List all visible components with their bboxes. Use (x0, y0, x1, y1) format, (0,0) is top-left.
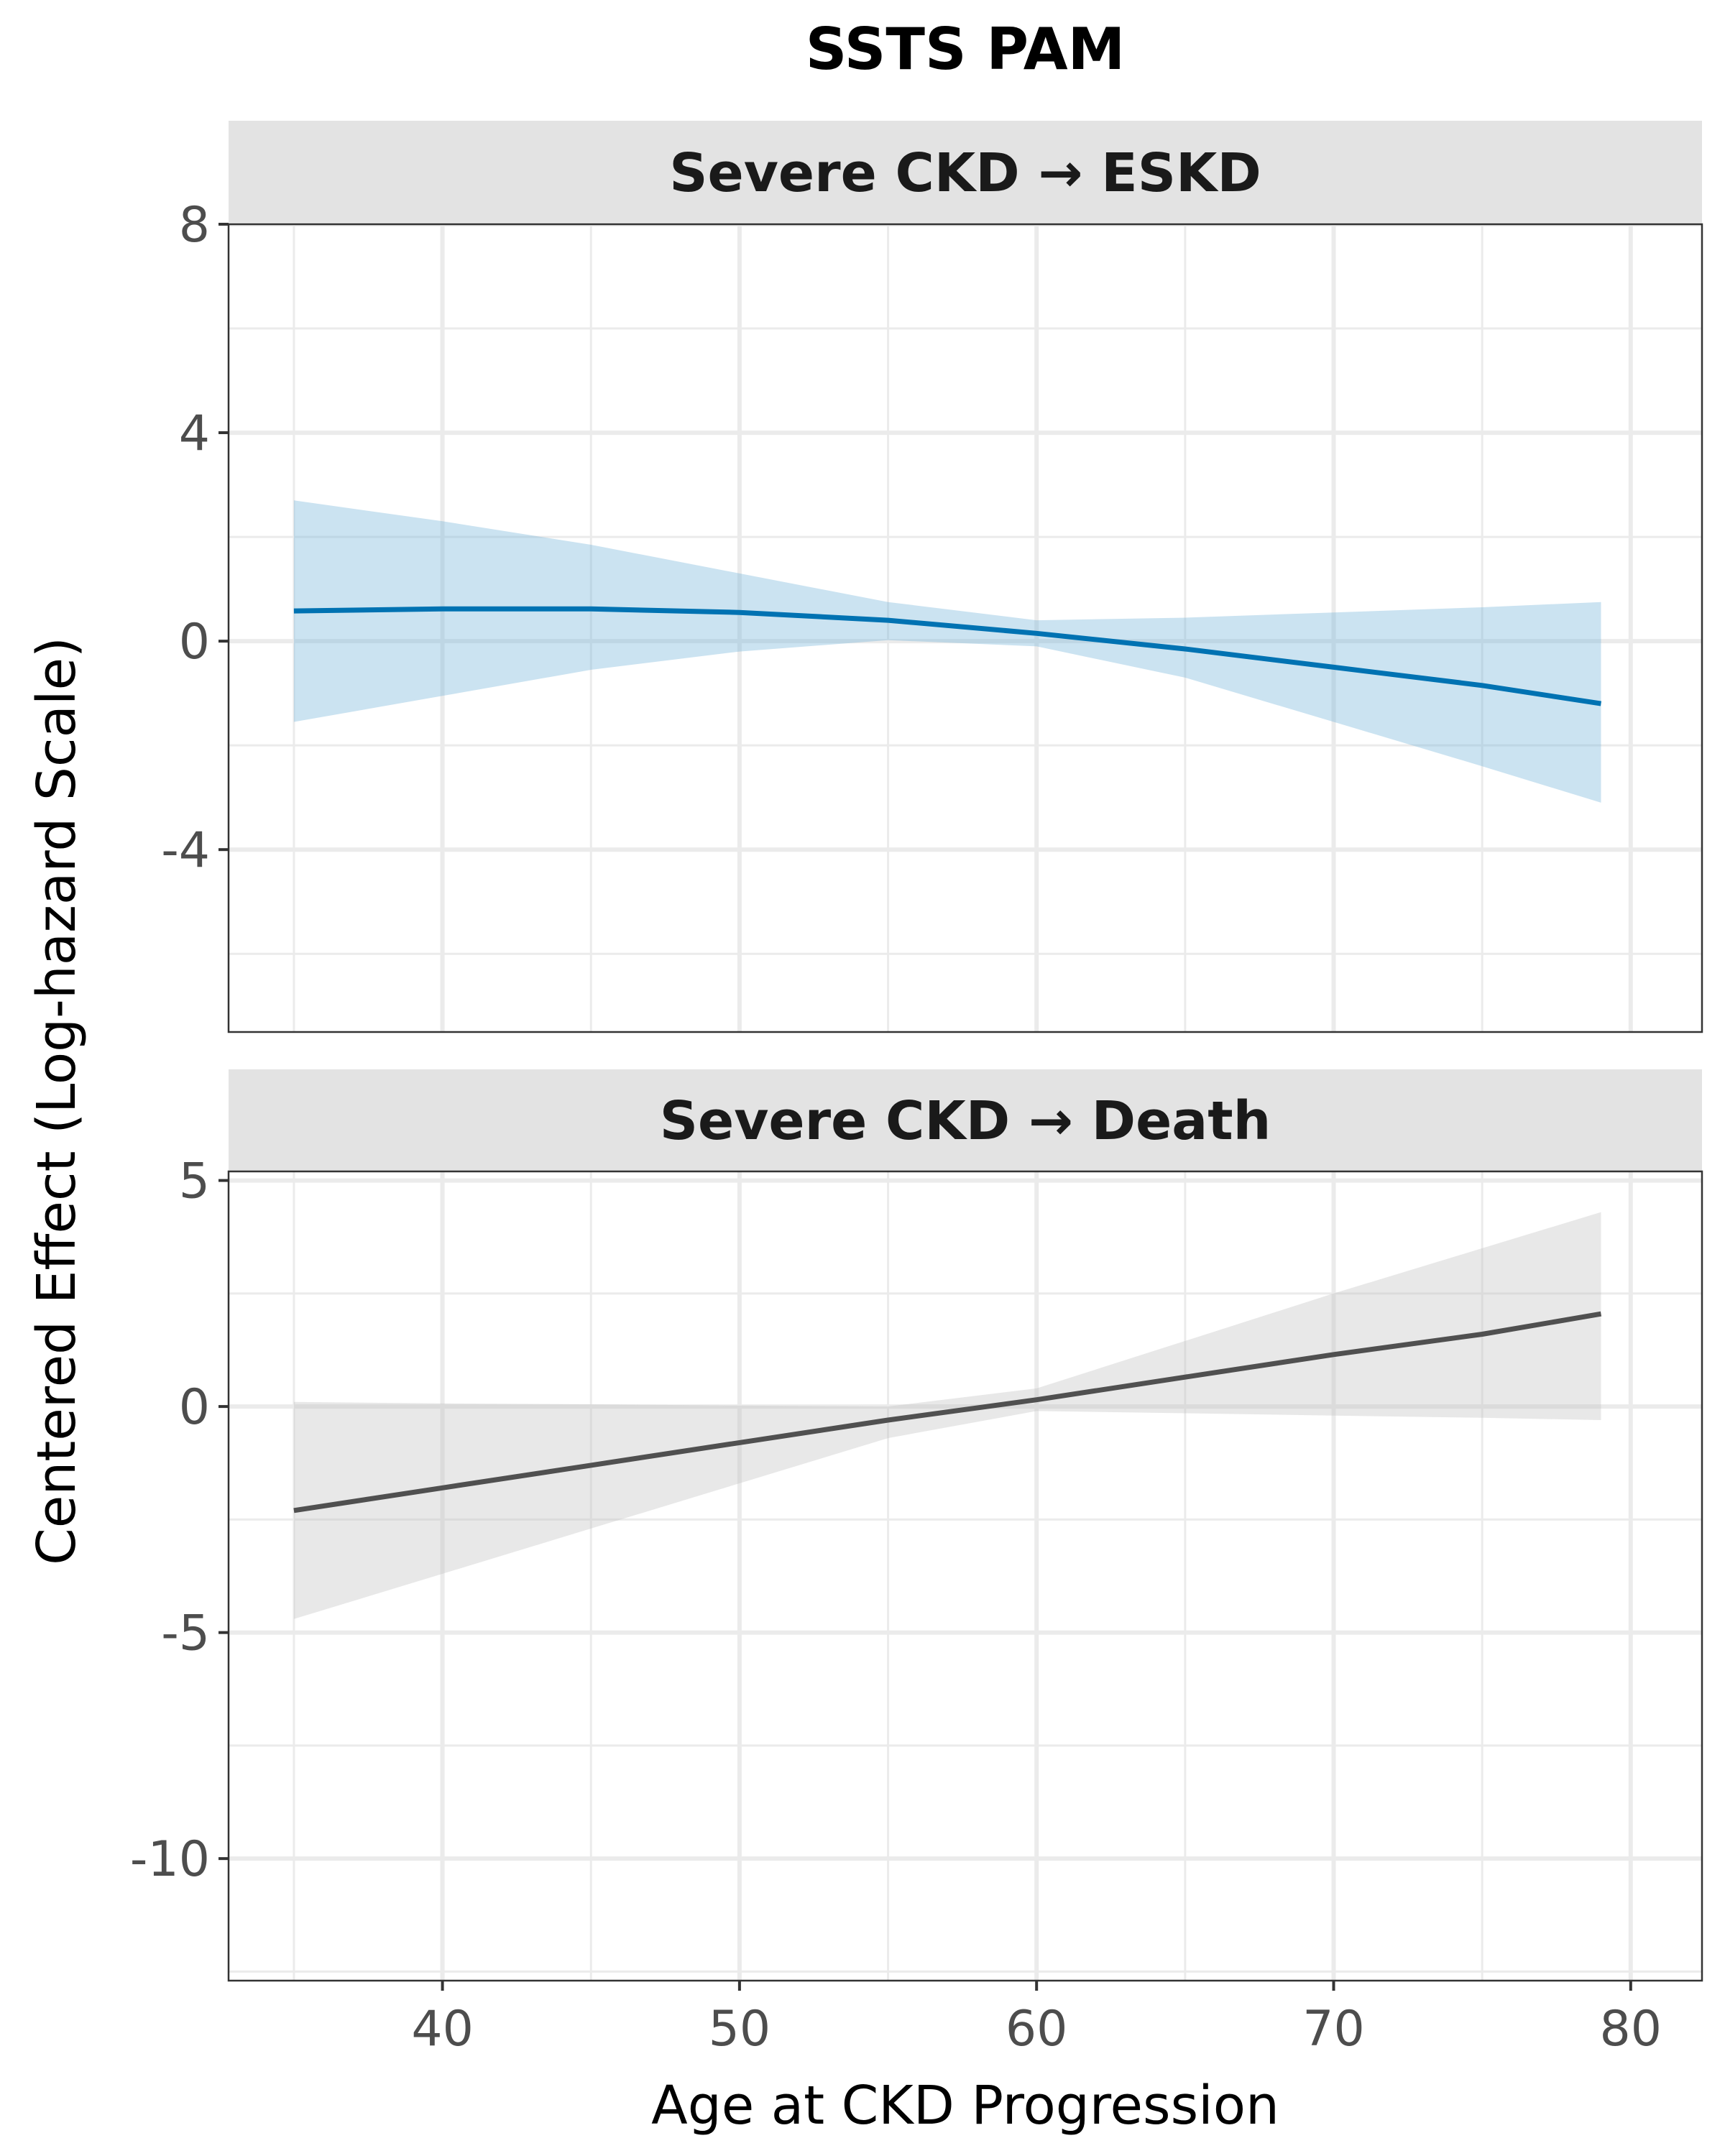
y-tick-label: 0 (179, 614, 210, 671)
confidence-band (293, 500, 1601, 803)
strip-background (229, 1069, 1702, 1171)
fit-line (293, 1311, 1602, 1514)
panel-border (227, 1170, 1703, 1982)
x-axis-title: Age at CKD Progression (651, 2075, 1279, 2137)
confidence-band (293, 1212, 1601, 1619)
panel-2: Severe CKD → Death 5 0 -5 -10 (130, 1069, 1703, 1982)
y-tick-label: -10 (130, 1831, 210, 1888)
panel-border (227, 223, 1703, 1033)
x-axis: 40 50 60 70 80 (411, 1981, 1662, 2058)
x-tick-label: 80 (1600, 2001, 1662, 2058)
y-tick-label: 5 (179, 1153, 210, 1210)
strip-label: Severe CKD → ESKD (669, 142, 1261, 204)
y-tick-label: -4 (161, 822, 210, 879)
y-tick-label: 8 (179, 197, 210, 254)
x-tick-label: 50 (709, 2001, 771, 2058)
strip-background (229, 121, 1702, 224)
y-tick-label: 4 (179, 405, 210, 462)
y-tick-label: 0 (179, 1379, 210, 1436)
x-tick-label: 60 (1006, 2001, 1068, 2058)
fit-line (293, 606, 1602, 706)
x-tick-label: 40 (411, 2001, 474, 2058)
x-tick-label: 70 (1302, 2001, 1365, 2058)
y-axis-title: Centered Effect (Log-hazard Scale) (26, 637, 88, 1565)
panel-1: Severe CKD → ESKD 8 4 0 -4 (161, 121, 1703, 1033)
chart-title: SSTS PAM (806, 16, 1126, 83)
strip-label: Severe CKD → Death (660, 1090, 1271, 1152)
y-tick-label: -5 (161, 1606, 210, 1662)
